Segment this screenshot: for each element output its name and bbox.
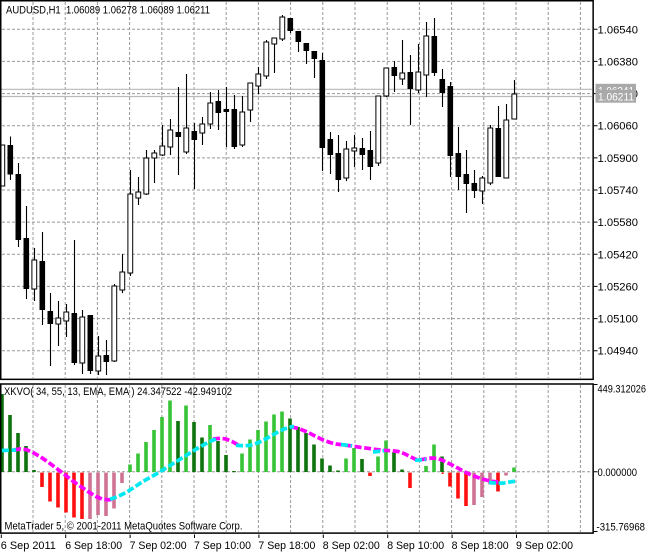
svg-text:-315.76968: -315.76968	[597, 522, 646, 534]
svg-text:1.05100: 1.05100	[598, 314, 639, 326]
svg-text:8 Sep 02:00: 8 Sep 02:00	[323, 540, 380, 552]
svg-text:7 Sep 18:00: 7 Sep 18:00	[258, 540, 315, 552]
svg-text:8 Sep 10:00: 8 Sep 10:00	[387, 540, 444, 552]
svg-text:1.06380: 1.06380	[598, 56, 639, 68]
svg-text:1.06211: 1.06211	[598, 91, 634, 103]
svg-text:449.312026: 449.312026	[598, 384, 646, 396]
svg-text:1.05740: 1.05740	[598, 185, 639, 197]
svg-text:6 Sep 18:00: 6 Sep 18:00	[65, 540, 122, 552]
svg-text:8 Sep 18:00: 8 Sep 18:00	[452, 540, 509, 552]
svg-text:MetaTrader 5, © 2001-2011 Meta: MetaTrader 5, © 2001-2011 MetaQuotes Sof…	[5, 521, 243, 533]
svg-text:1.05900: 1.05900	[598, 153, 639, 165]
svg-text:XKVO( 34, 55, 13, EMA, EMA ) 2: XKVO( 34, 55, 13, EMA, EMA ) 24.347522 -…	[4, 386, 232, 398]
svg-text:9 Sep 02:00: 9 Sep 02:00	[516, 540, 573, 552]
svg-text:7 Sep 10:00: 7 Sep 10:00	[194, 540, 251, 552]
svg-text:AUDUSD,H1 1.06089 1.06278 1.0: AUDUSD,H1 1.06089 1.06278 1.06089 1.0621…	[6, 5, 210, 17]
svg-text:1.05580: 1.05580	[598, 217, 639, 229]
svg-text:6 Sep 2011: 6 Sep 2011	[1, 540, 56, 552]
svg-text:0.000000: 0.000000	[598, 467, 638, 479]
svg-text:1.04940: 1.04940	[598, 346, 639, 358]
svg-text:1.05260: 1.05260	[598, 281, 639, 293]
svg-text:7 Sep 02:00: 7 Sep 02:00	[130, 540, 187, 552]
svg-text:1.06060: 1.06060	[598, 121, 639, 133]
svg-text:1.06540: 1.06540	[598, 24, 639, 36]
svg-text:1.05420: 1.05420	[598, 249, 639, 261]
